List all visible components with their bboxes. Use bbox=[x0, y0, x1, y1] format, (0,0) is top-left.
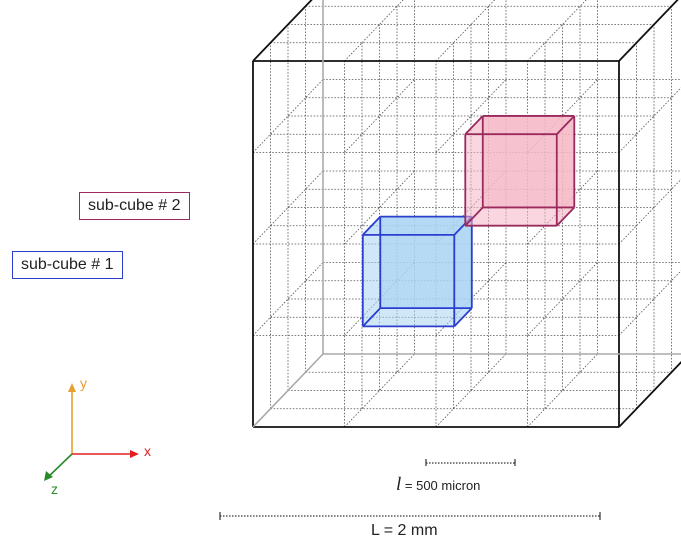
grid-line-z bbox=[527, 262, 598, 336]
sub-cube-2-label: sub-cube # 2 bbox=[79, 192, 190, 220]
sub-cube-1-label: sub-cube # 1 bbox=[12, 251, 123, 279]
grid-line-z bbox=[527, 170, 598, 245]
sub-cube-edge bbox=[556, 115, 575, 135]
y-axis-arrow bbox=[68, 383, 76, 392]
sub-cube-edge bbox=[362, 307, 381, 327]
scale-bars bbox=[219, 459, 601, 520]
sub-cube-face bbox=[465, 115, 575, 135]
outer-edge bbox=[618, 361, 681, 428]
z-axis-label: z bbox=[51, 481, 58, 497]
outer-edge bbox=[252, 0, 313, 62]
small-length-caption: l = 500 micron bbox=[396, 474, 480, 496]
z-axis-line bbox=[46, 453, 73, 479]
sub-cube-edge bbox=[362, 215, 381, 236]
small-length-symbol: l bbox=[396, 474, 402, 495]
sub-cube-2 bbox=[464, 115, 576, 227]
sub-cube-face bbox=[556, 115, 575, 226]
y-axis-label: y bbox=[80, 375, 87, 391]
sub-cube-1 bbox=[361, 215, 473, 328]
x-axis-arrow bbox=[130, 450, 139, 458]
grid-line-z bbox=[435, 0, 496, 62]
hidden-edge bbox=[252, 353, 324, 428]
outer-cube bbox=[252, 0, 681, 428]
grid-line-z bbox=[618, 270, 681, 336]
sub-cube-face bbox=[454, 216, 472, 327]
outer-edge bbox=[618, 0, 679, 62]
sub-cube-face bbox=[465, 134, 557, 226]
grid-line-z bbox=[435, 79, 507, 153]
grid-line-z bbox=[344, 79, 415, 153]
sub-cube-edge bbox=[464, 115, 484, 135]
grid-line-z bbox=[618, 178, 681, 245]
sub-cube-edge bbox=[556, 206, 575, 227]
grid-line-z bbox=[252, 170, 324, 245]
z-axis-arrow bbox=[44, 471, 53, 481]
x-axis-label: x bbox=[144, 443, 151, 459]
grid-line-z bbox=[435, 353, 507, 428]
grid-line-z bbox=[344, 170, 415, 245]
big-length-caption: L = 2 mm bbox=[371, 522, 438, 539]
sub-cube-edge bbox=[464, 206, 484, 227]
grid-line-z bbox=[252, 262, 324, 336]
grid-line-z bbox=[618, 87, 681, 153]
grid-line-z bbox=[252, 79, 324, 153]
small-length-value: = 500 micron bbox=[401, 478, 481, 493]
sub-cube-edge bbox=[453, 307, 473, 327]
sub-cube-face bbox=[362, 216, 472, 235]
grid-line-z bbox=[527, 0, 587, 62]
grid-line-z bbox=[527, 353, 598, 428]
axes-icon bbox=[44, 383, 139, 481]
grid-line-z bbox=[344, 0, 404, 62]
sub-cube-face bbox=[362, 234, 455, 327]
grid-line-z bbox=[344, 353, 415, 428]
